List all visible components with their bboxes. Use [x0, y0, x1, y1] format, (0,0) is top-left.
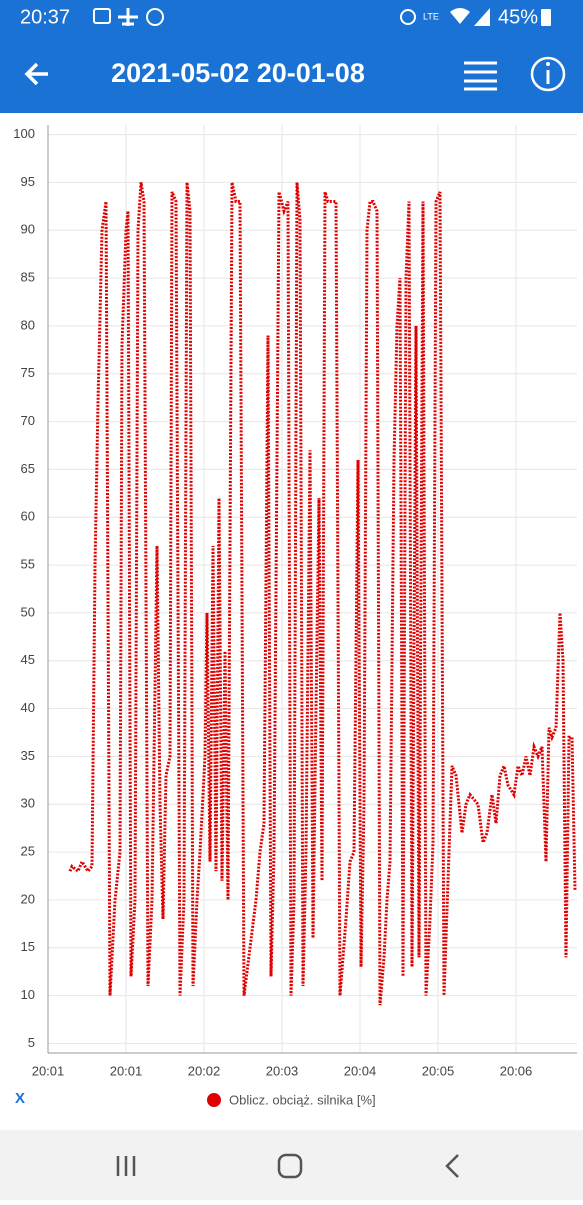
legend-label: Oblicz. obciąż. silnika [%]: [229, 1092, 376, 1107]
y-tick-label: 30: [21, 796, 35, 811]
reset-button[interactable]: X: [15, 1090, 25, 1107]
y-tick-label: 90: [21, 222, 35, 237]
y-tick-label: 25: [21, 844, 35, 859]
app-title: 2021-05-02 20-01-08: [111, 58, 365, 88]
x-tick-label: 20:02: [188, 1063, 221, 1078]
back-button[interactable]: [24, 62, 48, 86]
y-tick-label: 10: [21, 987, 35, 1002]
y-tick-label: 15: [21, 939, 35, 954]
status-icons: LTE: [93, 8, 551, 26]
y-tick-label: 40: [21, 700, 35, 715]
y-tick-label: 95: [21, 174, 35, 189]
info-button[interactable]: [530, 56, 566, 92]
x-tick-label: 20:04: [344, 1063, 377, 1078]
x-tick-label: 20:05: [422, 1063, 455, 1078]
y-tick-label: 100: [13, 126, 35, 141]
legend-swatch: [207, 1093, 221, 1107]
y-tick-label: 60: [21, 509, 35, 524]
x-tick-label: 20:03: [266, 1063, 299, 1078]
y-tick-label: 55: [21, 557, 35, 572]
chart: 5 10 15 20 25 30 35 40 45 50 55 60 65 70 75 80 85 90 95 100…: [13, 125, 577, 1078]
y-tick-label: 80: [21, 317, 35, 332]
status-time: 20:37: [20, 6, 70, 28]
x-tick-label: 20:06: [500, 1063, 533, 1078]
list-button[interactable]: [464, 61, 497, 91]
y-tick-label: 85: [21, 270, 35, 285]
data-line: [68, 182, 577, 1006]
svg-text:LTE: LTE: [423, 11, 439, 21]
y-tick-label: 20: [21, 891, 35, 906]
x-tick-label: 20:01: [32, 1063, 65, 1078]
y-tick-label: 70: [21, 413, 35, 428]
y-tick-label: 45: [21, 652, 35, 667]
y-tick-label: 35: [21, 748, 35, 763]
nav-bar: [0, 1130, 583, 1200]
status-battery: 45%: [498, 6, 538, 28]
y-tick-label: 50: [21, 604, 35, 619]
header-bg: [0, 0, 583, 113]
x-tick-label: 20:01: [110, 1063, 143, 1078]
y-tick-label: 75: [21, 365, 35, 380]
y-tick-label: 65: [21, 461, 35, 476]
nav-buttons[interactable]: [116, 1153, 459, 1179]
y-tick-label: 5: [28, 1035, 35, 1050]
